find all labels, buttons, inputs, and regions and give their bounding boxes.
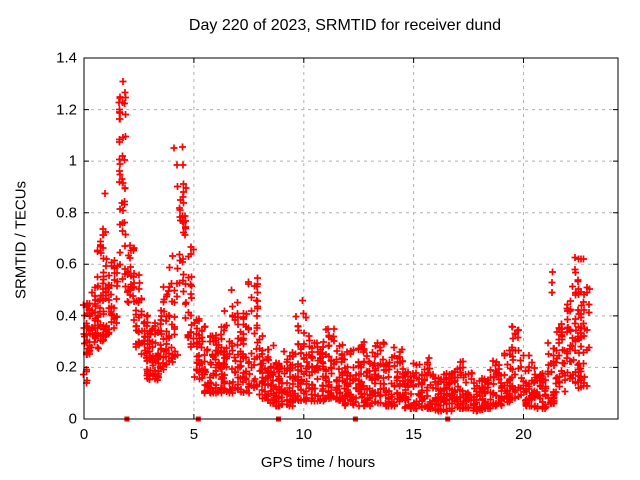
y-tick-label: 1 [68, 152, 77, 170]
y-tick-label: 0 [68, 410, 77, 428]
chart-title: Day 220 of 2023, SRMTID for receiver dun… [188, 17, 502, 34]
scatter-points [80, 78, 593, 415]
plot-border [83, 57, 619, 420]
y-tick-label: 1.2 [56, 101, 77, 119]
x-tick-label: 10 [295, 426, 313, 443]
y-tick-label: 0.6 [56, 255, 77, 273]
x-tick-label: 0 [79, 426, 89, 443]
y-tick-label: 0.8 [56, 204, 77, 222]
x-tick-label: 20 [515, 426, 532, 443]
x-tick-label: 5 [189, 426, 199, 443]
y-tick-label: 1.4 [56, 49, 77, 67]
y-tick-label: 0.4 [56, 307, 77, 325]
y-tick-label: 0.2 [56, 358, 77, 376]
x-tick-label: 15 [405, 426, 422, 443]
x-axis-title: GPS time / hours [260, 454, 376, 471]
